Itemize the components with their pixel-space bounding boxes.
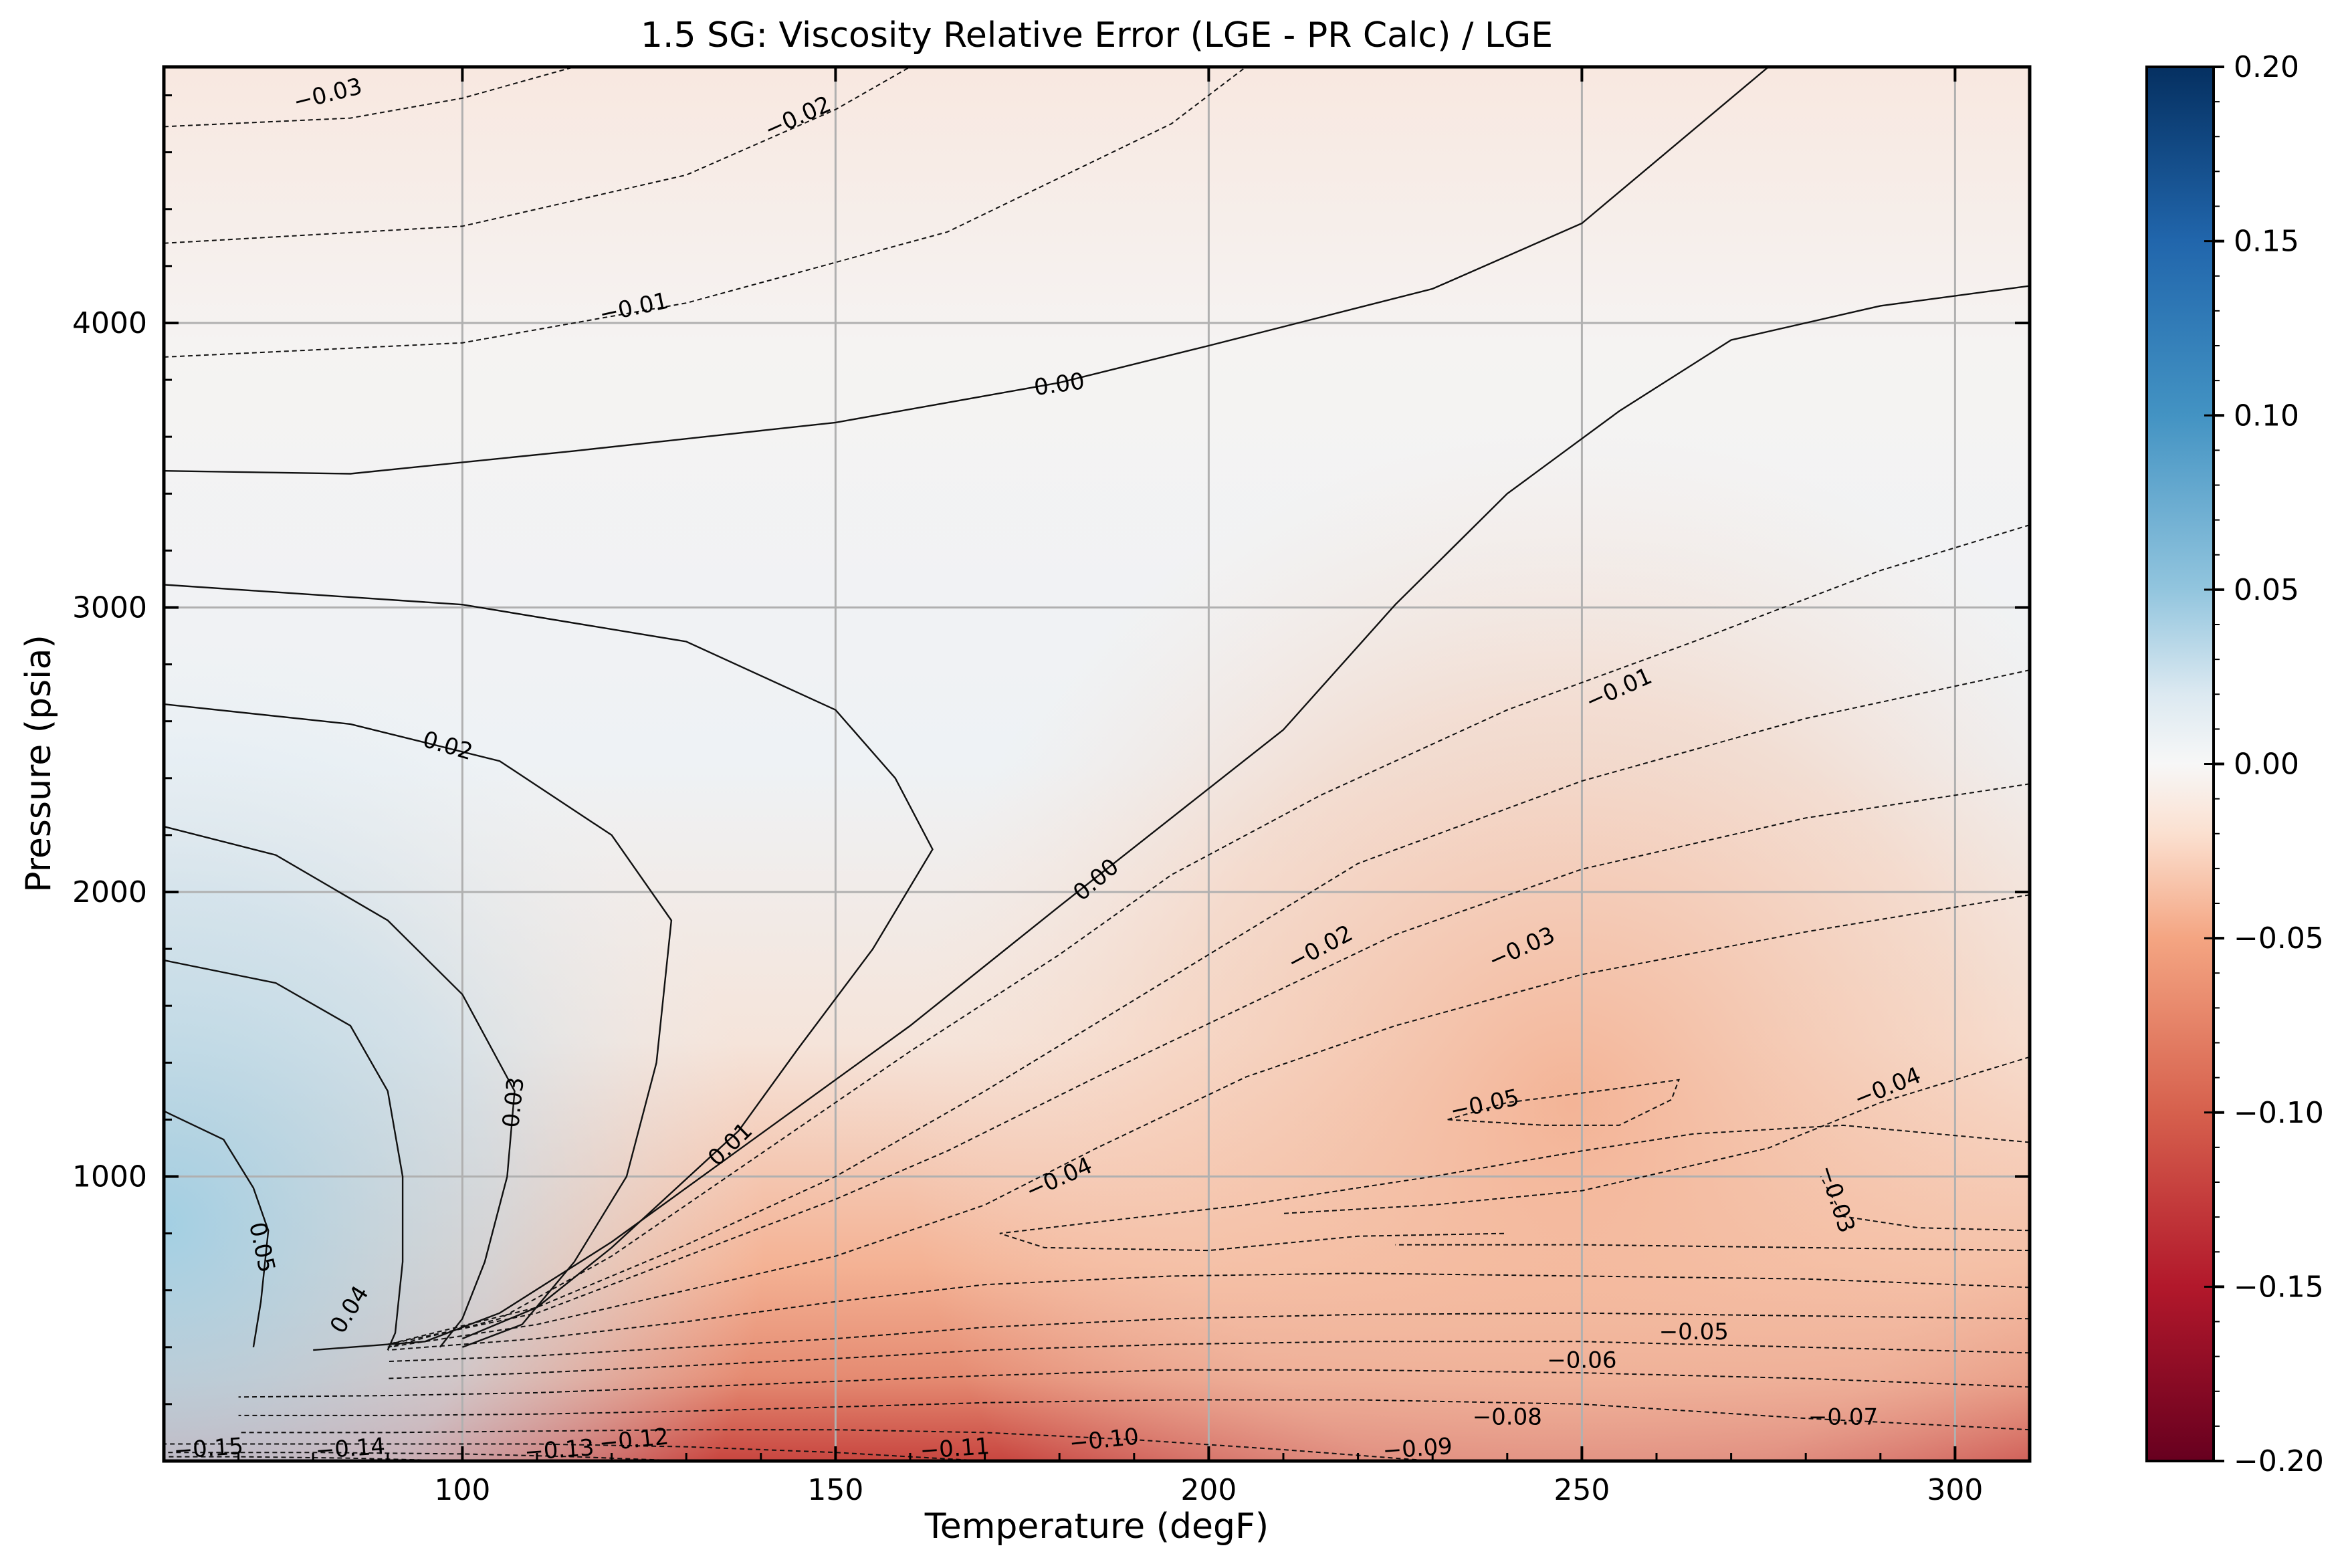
- contour-label: −0.11: [919, 1433, 990, 1464]
- contour-line: [387, 783, 2030, 1345]
- contour-line: [387, 894, 2030, 1348]
- contour-label: −0.09: [1382, 1433, 1453, 1464]
- contour-line: [164, 67, 1247, 358]
- colorbar-tick-label: −0.10: [2234, 1096, 2324, 1130]
- contour-line: [238, 1399, 2030, 1431]
- contour-line: [313, 285, 2030, 1351]
- contour-line: [164, 67, 575, 128]
- contour-line: [164, 959, 404, 1351]
- contour-line: [1447, 1079, 1681, 1126]
- colorbar: [2145, 66, 2215, 1462]
- contour-label: −0.06: [1547, 1347, 1616, 1374]
- colorbar-tick-label: −0.15: [2234, 1270, 2324, 1304]
- plot-frame: [162, 65, 2032, 1463]
- contour-line: [387, 524, 2030, 1348]
- contour-label: −0.08: [1473, 1404, 1542, 1431]
- heatmap-positive-region: [164, 67, 2030, 1461]
- axis-ticks: 100 150 200 250 300 1000 2000 3000 4000: [72, 67, 2031, 1507]
- contour-line: [238, 1429, 1433, 1461]
- colorbar-tick-label: −0.05: [2234, 921, 2324, 956]
- y-tick-label: 3000: [72, 590, 147, 625]
- contour-label: 0.03: [498, 1076, 530, 1129]
- x-tick-label: 300: [1927, 1473, 1983, 1507]
- contour-label: −0.13: [524, 1434, 595, 1466]
- contour-line: [164, 1456, 463, 1461]
- contour-label: −0.05: [1659, 1319, 1729, 1345]
- colorbar-tick-label: 0.20: [2234, 50, 2299, 84]
- contour-line: [387, 1272, 2030, 1351]
- contour-lines: [164, 67, 2030, 1461]
- contour-line: [164, 825, 516, 1348]
- heatmap-field: −0.03 −0.02−0.010.000.020.00−0.02 −0.03−0.…: [164, 67, 2030, 1466]
- x-tick-label: 150: [807, 1473, 863, 1507]
- x-tick-label: 250: [1554, 1473, 1610, 1507]
- chart-title: 1.5 SG: Viscosity Relative Error (LGE - …: [641, 15, 1553, 55]
- colorbar-tick-label: −0.20: [2234, 1444, 2324, 1478]
- contour-line: [1820, 1176, 2030, 1232]
- contour-line: [164, 1110, 270, 1347]
- contour-line: [164, 584, 934, 1340]
- contour-line: [164, 67, 1770, 475]
- y-tick-label: 4000: [72, 306, 147, 340]
- contour-line: [1395, 1244, 2030, 1252]
- contour-label: −0.15: [173, 1433, 244, 1464]
- colorbar-tick-label: 0.10: [2234, 399, 2299, 433]
- x-tick-label: 200: [1180, 1473, 1237, 1507]
- x-tick-label: 100: [434, 1473, 490, 1507]
- y-tick-label: 1000: [72, 1159, 147, 1194]
- contour-label: −0.14: [315, 1433, 387, 1464]
- contour-line: [164, 1443, 985, 1461]
- colorbar-tick-label: 0.00: [2234, 748, 2299, 782]
- colorbar-tick-label: 0.05: [2234, 573, 2299, 607]
- contour-line: [387, 669, 2030, 1345]
- contour-line: [164, 703, 673, 1348]
- colorbar-ticks: 0.20 0.15 0.10 0.05 0.00 −0.05 −0.10 −0.15 −0.20: [2204, 50, 2324, 1478]
- y-tick-label: 2000: [72, 875, 147, 909]
- x-axis-label: Temperature (degF): [924, 1506, 1269, 1547]
- y-axis-label: Pressure (psia): [19, 635, 59, 893]
- contour-line: [1283, 1056, 2030, 1214]
- contour-line: [238, 1369, 2030, 1398]
- contour-label: −0.07: [1808, 1404, 1878, 1431]
- colorbar-tick-label: 0.15: [2234, 225, 2299, 259]
